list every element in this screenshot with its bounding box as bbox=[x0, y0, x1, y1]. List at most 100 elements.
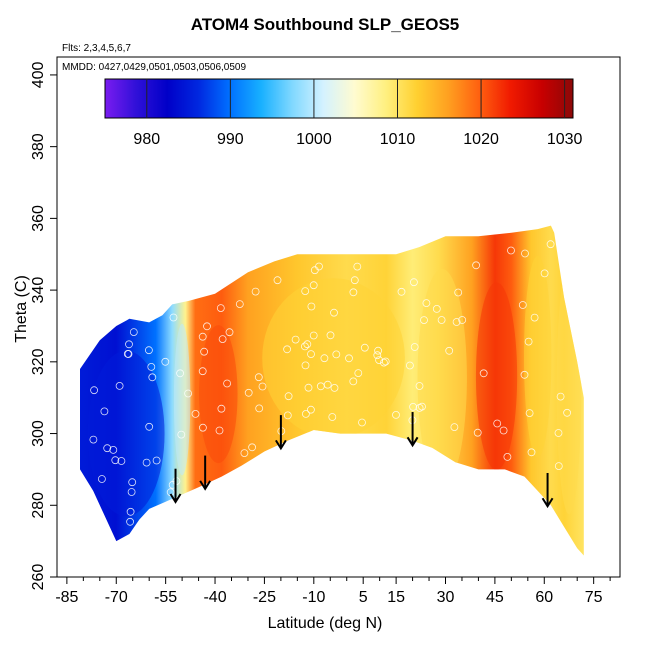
observation-point bbox=[145, 422, 154, 431]
observation-point bbox=[283, 411, 292, 420]
profile-arrows bbox=[169, 412, 554, 509]
profile-arrow bbox=[199, 455, 212, 491]
observation-point bbox=[392, 410, 400, 419]
pressure-region bbox=[199, 325, 238, 464]
x-tick-label: -70 bbox=[105, 589, 128, 606]
observation-point bbox=[200, 347, 209, 356]
observation-point bbox=[126, 507, 135, 516]
x-tick-label: 75 bbox=[585, 589, 603, 606]
observation-point bbox=[354, 369, 363, 378]
x-tick-label: 45 bbox=[486, 589, 504, 606]
observation-point bbox=[315, 262, 323, 271]
observation-point bbox=[301, 287, 310, 296]
observation-point bbox=[109, 445, 118, 454]
observation-point bbox=[255, 404, 264, 413]
pressure-region bbox=[523, 255, 552, 458]
colorbar-tick-label: 1030 bbox=[547, 131, 583, 148]
observation-point bbox=[493, 419, 502, 428]
x-tick-label: -25 bbox=[253, 589, 276, 606]
observation-point bbox=[147, 362, 156, 371]
colorbar-tick-label: 1010 bbox=[380, 131, 416, 148]
x-axis: -85 -70 -55 -40 -25 -10 5 15 30 45 60 75 bbox=[55, 577, 611, 606]
x-tick-label: -10 bbox=[302, 589, 325, 606]
observation-point bbox=[473, 428, 482, 437]
observation-point bbox=[98, 475, 106, 483]
observation-point bbox=[198, 367, 207, 376]
observation-point bbox=[309, 331, 318, 340]
observation-point bbox=[349, 377, 358, 386]
profile-arrow bbox=[406, 412, 419, 448]
colorbar: 980 990 1000 1010 1020 1030 bbox=[104, 78, 583, 148]
observation-point bbox=[353, 262, 362, 271]
observation-point bbox=[330, 308, 338, 317]
observation-point bbox=[540, 269, 549, 278]
observation-point bbox=[437, 316, 446, 324]
profile-arrow bbox=[169, 468, 182, 504]
observation-point bbox=[332, 350, 341, 359]
observation-point bbox=[304, 383, 313, 392]
observation-point bbox=[300, 342, 309, 351]
observation-point bbox=[454, 288, 463, 297]
observation-point bbox=[345, 354, 353, 363]
y-axis-label: Theta (C) bbox=[13, 275, 30, 343]
observation-point bbox=[499, 426, 508, 435]
observation-point bbox=[198, 332, 207, 341]
x-tick-label: -55 bbox=[154, 589, 177, 606]
observation-point bbox=[142, 458, 151, 467]
pressure-region bbox=[475, 282, 518, 470]
y-tick-label: 280 bbox=[30, 492, 47, 519]
observation-point bbox=[176, 369, 185, 378]
x-tick-label: 30 bbox=[437, 589, 455, 606]
observation-point bbox=[450, 423, 459, 432]
profile-arrow bbox=[541, 473, 554, 509]
plot-frame bbox=[56, 56, 621, 578]
observation-point bbox=[518, 301, 527, 309]
observation-point bbox=[301, 409, 310, 418]
colorbar-tick-label: 1020 bbox=[463, 131, 499, 148]
observation-point bbox=[452, 318, 461, 326]
observation-point bbox=[309, 281, 318, 290]
observation-point bbox=[240, 449, 249, 458]
observation-point bbox=[410, 343, 419, 351]
observation-point bbox=[320, 354, 329, 363]
observation-point bbox=[507, 246, 515, 255]
observation-point bbox=[415, 382, 424, 390]
observation-point bbox=[258, 382, 267, 391]
colorbar-tick-label: 1000 bbox=[296, 131, 332, 148]
observation-point bbox=[148, 373, 157, 382]
observation-point bbox=[115, 381, 124, 390]
observation-point bbox=[100, 407, 109, 416]
observation-point bbox=[409, 278, 418, 287]
observation-point bbox=[554, 462, 563, 471]
y-tick-label: 260 bbox=[30, 564, 47, 591]
observation-point bbox=[248, 443, 257, 452]
observation-point bbox=[520, 370, 529, 379]
observation-point bbox=[126, 517, 135, 526]
observation-point bbox=[283, 345, 292, 354]
observation-point bbox=[330, 383, 339, 392]
observation-point bbox=[306, 405, 315, 414]
observation-point bbox=[521, 249, 529, 258]
observation-point bbox=[503, 452, 512, 461]
observation-point bbox=[530, 313, 539, 322]
observation-point bbox=[177, 430, 186, 439]
observation-point bbox=[129, 328, 138, 337]
observation-point bbox=[525, 409, 534, 418]
observation-point bbox=[273, 276, 282, 285]
colorbar-tick-label: 980 bbox=[133, 131, 160, 148]
observation-point bbox=[235, 300, 244, 309]
observation-point bbox=[128, 478, 137, 487]
y-tick-label: 340 bbox=[30, 277, 47, 304]
observation-point bbox=[291, 335, 300, 344]
observation-point bbox=[90, 386, 98, 395]
pressure-region bbox=[173, 323, 191, 476]
observation-point bbox=[198, 423, 207, 432]
observation-point bbox=[89, 435, 98, 444]
y-tick-label: 400 bbox=[30, 61, 47, 88]
observation-point bbox=[117, 457, 126, 465]
observation-point bbox=[125, 340, 133, 349]
observation-point bbox=[432, 304, 441, 313]
observation-point bbox=[307, 350, 315, 359]
pressure-region bbox=[417, 269, 467, 487]
observation-point bbox=[161, 357, 170, 366]
